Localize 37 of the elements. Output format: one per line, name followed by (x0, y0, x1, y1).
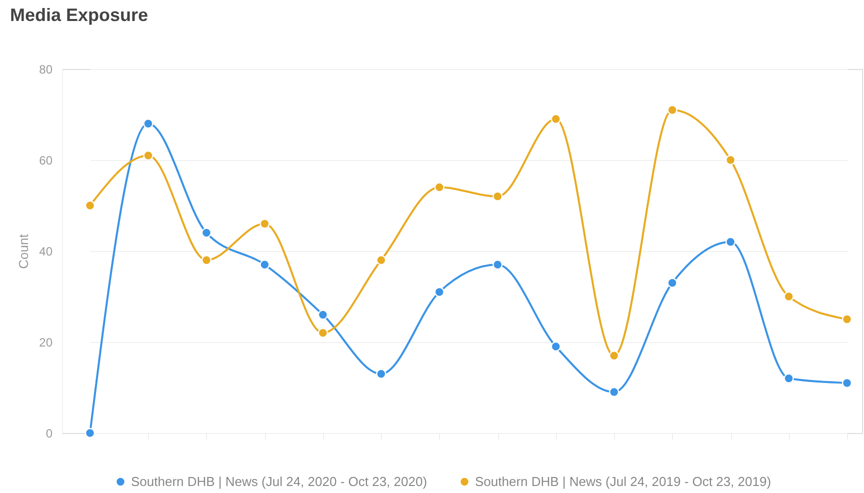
point (376, 255, 386, 266)
point (318, 310, 328, 320)
point (376, 368, 386, 379)
legend-label: Southern DHB | News (Jul 24, 2020 - Oct 23, 2020) (131, 474, 428, 489)
y-tick-label: 0 (46, 426, 53, 440)
point (143, 118, 154, 129)
point (667, 104, 678, 116)
point (492, 260, 503, 270)
point (260, 260, 270, 270)
point (667, 278, 678, 288)
point (842, 378, 852, 388)
point (143, 150, 154, 161)
y-axis-title: Count (16, 234, 32, 269)
point (434, 182, 444, 192)
point (784, 373, 794, 384)
legend-label: Southern DHB | News (Jul 24, 2019 - Oct 23, 2019) (475, 474, 772, 489)
point (492, 191, 503, 202)
point (84, 428, 96, 438)
point (842, 314, 852, 324)
y-tick-label: 20 (39, 336, 53, 350)
y-tick-label: 60 (39, 154, 53, 168)
point (201, 228, 212, 238)
point (609, 350, 620, 361)
point (550, 341, 561, 352)
point (201, 255, 212, 266)
point (784, 291, 794, 302)
point (725, 236, 736, 247)
chart-title: Media Exposure (10, 5, 148, 25)
point (609, 386, 620, 398)
y-tick-label: 40 (39, 244, 53, 258)
point (550, 114, 561, 124)
point (318, 328, 328, 338)
point (84, 200, 96, 211)
point (725, 154, 736, 166)
point (260, 218, 270, 229)
y-tick-label: 80 (39, 62, 53, 76)
point (434, 286, 444, 298)
